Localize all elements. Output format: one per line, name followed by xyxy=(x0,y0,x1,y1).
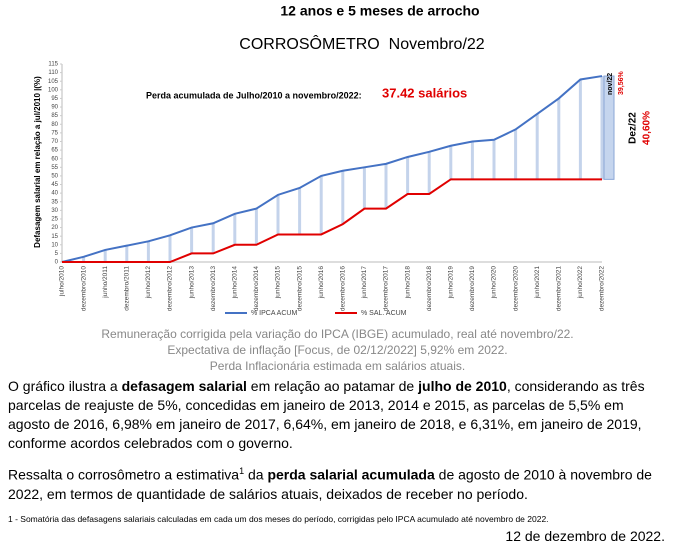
x-tick-label: junho/2021 xyxy=(534,266,541,300)
text: O gráfico ilustra a xyxy=(8,378,122,394)
y-tick-label: 15 xyxy=(51,234,58,240)
x-tick-label: junho/2020 xyxy=(491,266,498,300)
chart-title: CORROSÔMETRO Novembro/22 xyxy=(239,34,484,53)
x-tick-label: junho/2022 xyxy=(577,266,584,300)
y-tick-label: 65 xyxy=(51,148,58,154)
annotation: 39,56% xyxy=(618,70,625,95)
annotation: nov/22 xyxy=(607,73,614,95)
bold-text: julho de 2010 xyxy=(418,378,507,394)
x-tick-label: junho/2018 xyxy=(404,266,411,300)
y-tick-label: 60 xyxy=(51,156,58,162)
note: Perda Inflacionária estimada em salários… xyxy=(209,359,466,373)
note: Expectativa de inflação [Focus, de 02/12… xyxy=(167,343,508,357)
x-tick-label: dezembro/2021 xyxy=(556,266,563,312)
x-tick-label: dezembro/2013 xyxy=(210,266,217,312)
annotation: 40,60% xyxy=(642,111,653,145)
x-tick-label: dezembro/2017 xyxy=(383,266,390,312)
series-line xyxy=(62,178,602,263)
x-tick-label: junho/2012 xyxy=(145,266,152,300)
y-tick-label: 50 xyxy=(51,173,58,179)
x-tick-label: dezembro/2015 xyxy=(296,266,303,312)
y-tick-label: 115 xyxy=(48,62,58,68)
y-tick-label: 75 xyxy=(51,130,58,136)
annotation: 37.42 salários xyxy=(382,85,467,100)
legend-label: % IPCA ACUM xyxy=(251,310,297,317)
gap-bar xyxy=(603,75,615,180)
x-tick-label: dezembro/2010 xyxy=(80,266,87,312)
y-tick-label: 80 xyxy=(51,122,58,128)
y-tick-label: 90 xyxy=(51,105,58,111)
y-tick-label: 10 xyxy=(51,242,58,248)
paragraph: Ressalta o corrosômetro a estimativa1 da… xyxy=(8,462,668,504)
y-tick-label: 95 xyxy=(51,96,58,102)
x-tick-label: junho/2015 xyxy=(275,266,282,300)
y-tick-label: 0 xyxy=(55,260,59,266)
x-tick-label: dezembro/2022 xyxy=(599,266,606,312)
text: , considerando as três parcelas de reaju… xyxy=(8,378,645,451)
series-line xyxy=(61,75,603,263)
text: da xyxy=(244,466,268,483)
y-tick-label: 85 xyxy=(51,113,58,119)
text: em relação ao patamar de xyxy=(246,378,419,394)
footnote: 1 - Somatória das defasagens salariais c… xyxy=(8,514,549,524)
x-tick-label: julho/2010 xyxy=(59,266,66,297)
x-tick-label: junho/2016 xyxy=(318,266,325,300)
x-tick-label: dezembro/2012 xyxy=(167,266,174,312)
x-tick-label: dezembro/2011 xyxy=(124,266,131,311)
x-tick-label: junho/2011 xyxy=(102,266,109,299)
page-title: 12 anos e 5 meses de arrocho xyxy=(280,3,479,19)
y-tick-label: 20 xyxy=(51,225,58,231)
y-tick-label: 105 xyxy=(48,79,59,85)
bold-text: defasagem salarial xyxy=(121,378,247,394)
x-tick-label: dezembro/2019 xyxy=(469,266,476,312)
y-tick-label: 100 xyxy=(48,87,59,93)
y-tick-label: 35 xyxy=(51,199,58,205)
paragraph: O gráfico ilustra a defasagem salarial e… xyxy=(8,377,668,453)
x-tick-label: junho/2014 xyxy=(232,266,239,300)
chart: 12 anos e 5 meses de arrocho CORROSÔMETR… xyxy=(33,3,653,317)
x-tick-label: dezembro/2014 xyxy=(253,266,260,312)
superscript: 1 xyxy=(239,466,245,476)
y-tick-label: 25 xyxy=(51,217,58,223)
y-axis-label: Defasagem salarial em relação a jul/2010… xyxy=(33,76,42,248)
date: 12 de dezembro de 2022. xyxy=(505,528,665,544)
x-tick-label: junho/2019 xyxy=(448,266,455,300)
y-tick-label: 5 xyxy=(55,251,59,257)
note: Remuneração corrigida pela variação do I… xyxy=(101,327,574,341)
y-tick-label: 70 xyxy=(51,139,58,145)
text: Ressalta o corrosômetro a estimativa xyxy=(8,466,240,483)
x-tick-label: dezembro/2016 xyxy=(340,266,347,312)
x-tick-label: dezembro/2018 xyxy=(426,266,433,312)
y-tick-label: 45 xyxy=(51,182,58,188)
legend-label: % SAL. ACUM xyxy=(361,310,407,317)
y-tick-label: 40 xyxy=(51,191,58,197)
annotation: Perda acumulada de Julho/2010 a novembro… xyxy=(146,90,362,100)
x-tick-label: junho/2013 xyxy=(188,266,195,300)
annotation: Dez/22 xyxy=(628,112,639,144)
text: de agosto de 2010 à novembro de 2022, em… xyxy=(8,466,652,502)
x-tick-label: dezembro/2020 xyxy=(512,266,519,312)
y-tick-label: 110 xyxy=(48,70,58,76)
x-tick-label: junho/2017 xyxy=(361,266,368,300)
y-tick-label: 55 xyxy=(51,165,58,171)
bold-text: perda salarial acumulada xyxy=(267,466,435,483)
notes: Remuneração corrigida pela variação do I… xyxy=(0,326,675,374)
y-tick-label: 30 xyxy=(51,208,58,214)
